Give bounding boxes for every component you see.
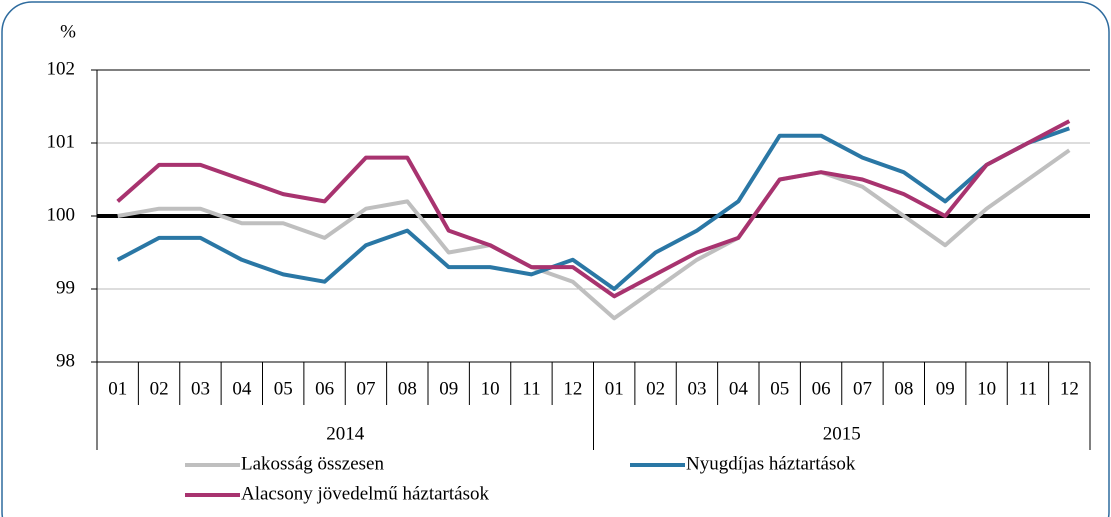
- legend-label: Alacsony jövedelmű háztartások: [241, 483, 489, 504]
- x-tick-label: 06: [812, 378, 831, 399]
- x-tick-label: 09: [439, 378, 458, 399]
- x-tick-label: 01: [108, 378, 127, 399]
- series-line: [116, 119, 1071, 299]
- x-tick-label: 06: [315, 378, 334, 399]
- y-tick-label: 99: [56, 277, 75, 298]
- x-tick-label: 04: [729, 378, 749, 399]
- year-label: 2014: [326, 423, 365, 444]
- x-tick-label: 10: [481, 378, 500, 399]
- x-tick-label: 02: [150, 378, 169, 399]
- y-tick-label: 98: [56, 350, 75, 371]
- y-tick-label: 100: [47, 204, 76, 225]
- legend-label: Lakosság összesen: [241, 453, 384, 474]
- year-label: 2015: [823, 423, 861, 444]
- x-tick-label: 12: [563, 378, 582, 399]
- x-tick-label: 10: [977, 378, 996, 399]
- x-tick-label: 11: [522, 378, 540, 399]
- x-tick-label: 04: [232, 378, 252, 399]
- x-tick-label: 08: [894, 378, 913, 399]
- x-tick-label: 03: [687, 378, 706, 399]
- y-tick-label: 101: [47, 131, 76, 152]
- x-tick-label: 05: [274, 378, 293, 399]
- legend-label: Nyugdíjas háztartások: [686, 453, 856, 474]
- series-line: [116, 126, 1070, 291]
- series-line: [117, 148, 1071, 321]
- x-tick-label: 01: [605, 378, 624, 399]
- x-tick-label: 12: [1060, 378, 1079, 399]
- x-tick-label: 09: [936, 378, 955, 399]
- y-tick-label: 102: [47, 58, 76, 79]
- x-tick-label: 07: [356, 378, 375, 399]
- x-tick-label: 07: [853, 378, 872, 399]
- x-tick-label: 02: [646, 378, 665, 399]
- x-tick-label: 11: [1019, 378, 1037, 399]
- y-axis-label: %: [60, 21, 76, 42]
- x-tick-label: 03: [191, 378, 210, 399]
- x-tick-label: 05: [770, 378, 789, 399]
- x-tick-label: 08: [398, 378, 417, 399]
